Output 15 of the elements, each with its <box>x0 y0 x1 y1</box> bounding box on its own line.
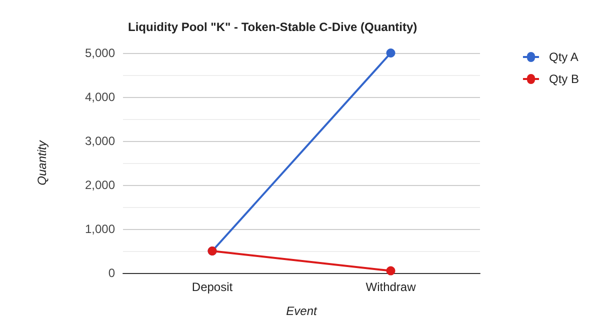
x-tick-label: Withdraw <box>366 280 416 294</box>
y-axis-title: Quantity <box>35 140 49 186</box>
y-tick-label: 0 <box>108 266 116 280</box>
y-tick-label: 4,000 <box>84 90 116 104</box>
y-tick-label: 5,000 <box>84 46 116 60</box>
x-axis-title: Event <box>286 304 318 318</box>
y-tick-label: 1,000 <box>84 222 116 236</box>
y-tick-label: 3,000 <box>84 134 116 148</box>
point <box>386 266 396 276</box>
legend-label: Qty B <box>548 72 580 86</box>
y-tick-label: 2,000 <box>84 178 116 192</box>
legend-label: Qty A <box>548 50 578 64</box>
chart-title: Liquidity Pool "K" - Token-Stable C-Dive (Quantity) <box>128 20 418 34</box>
x-tick-label: Deposit <box>192 280 234 294</box>
point <box>386 48 396 58</box>
